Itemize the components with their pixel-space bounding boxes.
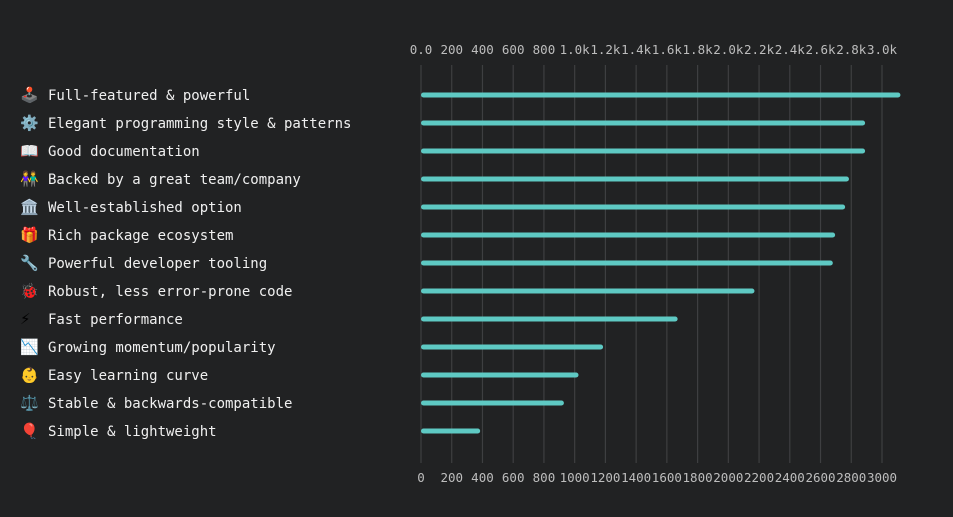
bar <box>421 92 901 98</box>
top-tick-label: 3.0k <box>867 42 898 57</box>
bottom-tick-label: 2400 <box>775 470 805 485</box>
category-icon: 👶 <box>20 366 39 384</box>
top-tick-label: 800 <box>533 42 556 57</box>
top-tick-label: 200 <box>440 42 463 57</box>
bar <box>421 176 849 182</box>
bottom-tick-label: 1400 <box>621 470 651 485</box>
bar <box>421 232 836 238</box>
bar <box>421 344 604 350</box>
bar <box>421 260 833 266</box>
top-tick-label: 1.8k <box>683 42 714 57</box>
top-tick-label: 1.0k <box>560 42 591 57</box>
bottom-tick-label: 3000 <box>867 470 897 485</box>
bottom-tick-label: 600 <box>502 470 525 485</box>
top-tick-label: 2.6k <box>805 42 836 57</box>
top-tick-label: 2.4k <box>775 42 806 57</box>
top-tick-label: 0.0 <box>410 42 433 57</box>
bottom-tick-label: 400 <box>471 470 494 485</box>
bar <box>421 204 846 210</box>
category-label: Robust, less error-prone code <box>48 284 292 300</box>
bottom-tick-label: 1200 <box>590 470 620 485</box>
bottom-tick-label: 0 <box>417 470 425 485</box>
top-tick-label: 2.8k <box>836 42 867 57</box>
category-label: Stable & backwards-compatible <box>48 396 292 412</box>
bar <box>421 148 866 154</box>
category-label: Easy learning curve <box>48 368 208 384</box>
bottom-tick-label: 1600 <box>652 470 682 485</box>
bar <box>421 288 755 294</box>
bottom-tick-label: 800 <box>533 470 556 485</box>
bottom-tick-label: 2000 <box>713 470 743 485</box>
category-label: Fast performance <box>48 312 183 328</box>
bottom-tick-label: 1000 <box>560 470 590 485</box>
bar <box>421 316 678 322</box>
bar <box>421 428 481 434</box>
bottom-tick-label: 2200 <box>744 470 774 485</box>
category-icon: ⚡ <box>20 310 31 328</box>
category-label: Backed by a great team/company <box>48 172 301 188</box>
category-label: Full-featured & powerful <box>48 88 250 104</box>
category-icon: 🕹️ <box>20 86 39 104</box>
bottom-tick-label: 2800 <box>836 470 866 485</box>
top-tick-label: 1.2k <box>590 42 621 57</box>
category-label: Good documentation <box>48 144 200 160</box>
category-label: Growing momentum/popularity <box>48 340 276 356</box>
category-icon: 🐞 <box>20 282 39 300</box>
category-label: Simple & lightweight <box>48 424 217 440</box>
bottom-tick-label: 2600 <box>805 470 835 485</box>
category-label: Well-established option <box>48 200 242 216</box>
category-icon: 🎈 <box>20 421 39 440</box>
top-tick-label: 2.0k <box>713 42 744 57</box>
top-tick-label: 1.6k <box>652 42 683 57</box>
bar <box>421 120 866 126</box>
bar <box>421 400 564 406</box>
category-icon: 📖 <box>20 142 39 160</box>
category-icon: 🔧 <box>20 253 39 272</box>
category-icon: 🏛️ <box>20 198 39 216</box>
category-label: Rich package ecosystem <box>48 228 233 244</box>
top-tick-label: 600 <box>502 42 525 57</box>
category-icon: ⚖️ <box>20 394 39 412</box>
category-icon: 🎁 <box>20 226 39 244</box>
bottom-tick-label: 1800 <box>683 470 713 485</box>
top-tick-label: 2.2k <box>744 42 775 57</box>
category-label: Powerful developer tooling <box>48 256 267 272</box>
top-tick-label: 400 <box>471 42 494 57</box>
category-icon: ⚙️ <box>20 114 39 132</box>
category-icon: 📉 <box>20 338 39 356</box>
bottom-tick-label: 200 <box>440 470 463 485</box>
top-tick-label: 1.4k <box>621 42 652 57</box>
category-icon: 👫 <box>20 170 39 188</box>
category-label: Elegant programming style & patterns <box>48 116 351 132</box>
bar <box>421 372 579 378</box>
